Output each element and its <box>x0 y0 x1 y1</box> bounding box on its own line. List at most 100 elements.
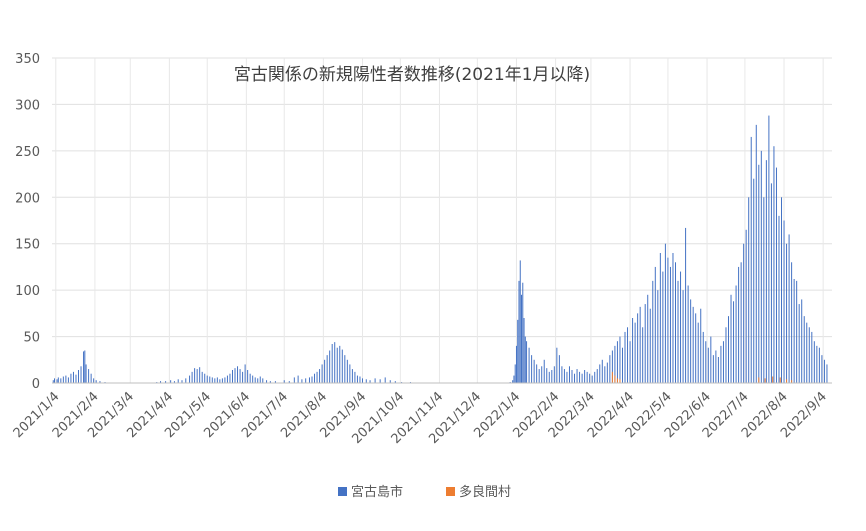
bar <box>705 341 707 383</box>
bar <box>249 373 251 383</box>
bar <box>586 371 588 383</box>
bar <box>581 373 583 383</box>
bar <box>518 280 520 383</box>
bar <box>619 336 621 383</box>
bar <box>311 376 313 383</box>
bar <box>60 378 62 383</box>
bar <box>384 377 386 383</box>
bar <box>654 266 656 383</box>
bar <box>740 262 742 383</box>
bar <box>717 357 719 383</box>
bar <box>515 345 517 383</box>
bar <box>637 313 639 383</box>
bar <box>237 366 239 383</box>
bar <box>181 380 183 383</box>
bar <box>326 355 328 383</box>
bar <box>266 380 268 383</box>
bar <box>199 367 201 383</box>
bar <box>773 146 775 383</box>
bar <box>786 379 788 383</box>
bar <box>619 379 621 383</box>
bar <box>234 368 236 383</box>
bar <box>219 379 221 383</box>
bar <box>813 341 815 383</box>
bar <box>379 379 381 383</box>
bar <box>201 371 203 383</box>
bar <box>90 373 92 383</box>
bar <box>546 368 548 383</box>
bar <box>685 227 687 383</box>
bar <box>84 350 86 383</box>
bar <box>221 378 223 383</box>
bar <box>189 375 191 383</box>
bar <box>791 262 793 383</box>
bar <box>533 359 535 383</box>
bar <box>788 234 790 383</box>
bar <box>214 378 216 383</box>
bar <box>692 306 694 383</box>
bar <box>329 350 331 383</box>
bar <box>244 364 246 383</box>
bar <box>690 299 692 383</box>
bar <box>763 197 765 383</box>
bar <box>75 374 77 383</box>
bar <box>185 378 187 383</box>
bar <box>568 366 570 383</box>
bar <box>72 371 74 383</box>
bar <box>576 369 578 383</box>
bar <box>54 378 56 383</box>
bar <box>783 220 785 383</box>
bar <box>522 282 524 383</box>
bar <box>314 373 316 383</box>
bar <box>667 257 669 383</box>
bar <box>601 359 603 383</box>
bar <box>336 347 338 383</box>
bar <box>730 294 732 383</box>
bar <box>191 371 193 383</box>
bar <box>351 369 353 383</box>
bar <box>553 366 555 383</box>
y-tick-label: 150 <box>15 238 40 253</box>
bar <box>781 197 783 383</box>
bar <box>765 160 767 383</box>
x-axis-ticks: 2021/1/42021/2/42021/3/42021/4/42021/5/4… <box>11 389 830 447</box>
bar <box>791 380 793 383</box>
bar <box>165 381 167 383</box>
bar <box>331 344 333 383</box>
bar <box>642 327 644 383</box>
bar <box>616 378 618 383</box>
bar <box>745 229 747 383</box>
bar <box>247 370 249 383</box>
bar <box>62 376 64 383</box>
bar <box>697 322 699 383</box>
bar <box>609 355 611 383</box>
bar <box>231 370 233 383</box>
bar <box>262 378 264 383</box>
bar <box>523 318 525 383</box>
bar <box>728 316 729 383</box>
bar <box>579 371 581 383</box>
bar <box>374 378 376 383</box>
bar <box>796 280 798 383</box>
bar <box>339 345 341 383</box>
bar <box>543 359 545 383</box>
bar <box>512 380 514 383</box>
bar <box>548 371 550 383</box>
bar <box>700 308 702 383</box>
bar <box>611 371 613 383</box>
bar <box>594 371 596 383</box>
bar <box>170 380 172 383</box>
bar <box>334 342 336 383</box>
y-tick-label: 50 <box>23 331 40 346</box>
bar <box>344 355 346 383</box>
bar <box>616 341 618 383</box>
bar <box>606 362 608 383</box>
bar <box>269 381 271 383</box>
y-tick-label: 200 <box>15 191 40 206</box>
bar <box>647 294 649 383</box>
bar <box>216 377 218 383</box>
bar <box>349 364 351 383</box>
bar <box>316 371 318 383</box>
bar <box>779 377 781 383</box>
bar <box>365 379 367 383</box>
